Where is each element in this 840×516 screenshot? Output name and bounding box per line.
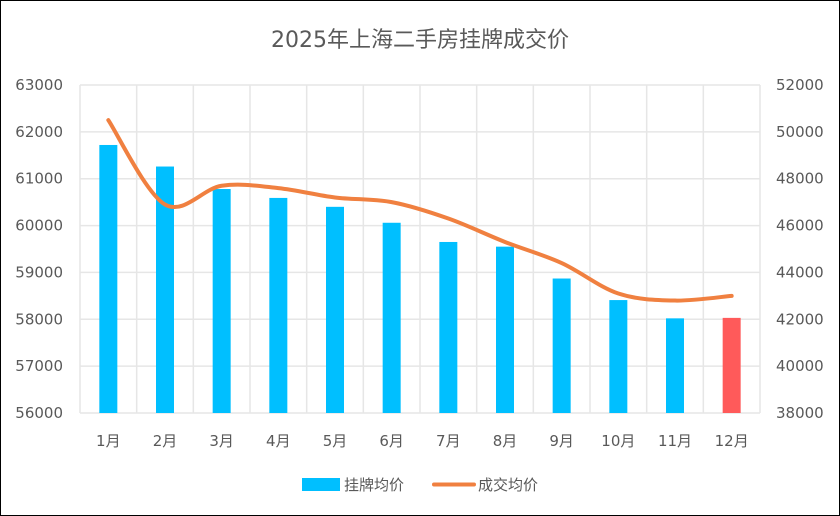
y-right-tick-label: 44000 xyxy=(776,263,824,281)
y-right-tick-label: 48000 xyxy=(776,170,824,188)
x-tick-label: 4月 xyxy=(266,432,291,450)
y-right-tick-label: 40000 xyxy=(776,357,824,375)
x-tick-label: 1月 xyxy=(96,432,121,450)
bar-8月[interactable] xyxy=(496,246,514,413)
y-left-tick-label: 56000 xyxy=(15,404,63,422)
x-tick-label: 9月 xyxy=(549,432,574,450)
y-right-tick-label: 52000 xyxy=(776,76,824,94)
x-tick-label: 3月 xyxy=(209,432,234,450)
legend-line-label: 成交均价 xyxy=(478,476,538,494)
y-left-tick-label: 63000 xyxy=(15,76,63,94)
grid-lines xyxy=(79,84,761,414)
x-tick-label: 8月 xyxy=(493,432,518,450)
y-axis-left: 56000 57000 58000 59000 60000 61000 62000 63000 xyxy=(15,76,63,422)
x-axis: 1月 2月 3月 4月 5月 6月 7月 8月 9月 10月 11月 12月 xyxy=(96,432,749,450)
legend[interactable]: 挂牌均价 成交均价 xyxy=(302,476,538,494)
x-tick-label: 7月 xyxy=(436,432,461,450)
bar-12月[interactable] xyxy=(722,317,741,413)
bar-series xyxy=(99,144,741,413)
y-left-tick-label: 60000 xyxy=(15,217,63,235)
x-tick-label: 6月 xyxy=(379,432,404,450)
x-tick-label: 11月 xyxy=(658,432,692,450)
y-left-tick-label: 59000 xyxy=(15,263,63,281)
x-tick-label: 5月 xyxy=(323,432,348,450)
chart-title: 2025年上海二手房挂牌成交价 xyxy=(271,28,569,53)
bar-4月[interactable] xyxy=(269,197,288,413)
bar-9月[interactable] xyxy=(552,278,571,413)
y-right-tick-label: 42000 xyxy=(776,310,824,328)
bar-2月[interactable] xyxy=(156,166,174,413)
bar-6月[interactable] xyxy=(382,222,401,413)
y-right-tick-label: 46000 xyxy=(776,217,824,235)
y-right-tick-label: 38000 xyxy=(776,404,824,422)
y-left-tick-label: 61000 xyxy=(15,170,63,188)
bar-1月[interactable] xyxy=(99,144,118,413)
bar-5月[interactable] xyxy=(326,206,344,413)
bar-11月[interactable] xyxy=(666,318,684,413)
x-tick-label: 10月 xyxy=(601,432,635,450)
legend-bar-swatch xyxy=(302,478,340,491)
bar-7月[interactable] xyxy=(439,241,458,413)
y-left-tick-label: 62000 xyxy=(15,123,63,141)
bar-10月[interactable] xyxy=(609,300,628,413)
x-tick-label: 12月 xyxy=(715,432,749,450)
y-right-tick-label: 50000 xyxy=(776,123,824,141)
line-series xyxy=(106,118,734,303)
bar-3月[interactable] xyxy=(212,189,231,413)
y-left-tick-label: 58000 xyxy=(15,310,63,328)
y-axis-right: 38000 40000 42000 44000 46000 48000 50000 52000 xyxy=(776,76,824,422)
x-tick-label: 2月 xyxy=(153,432,178,450)
legend-bar-label: 挂牌均价 xyxy=(344,476,404,494)
y-left-tick-label: 57000 xyxy=(15,357,63,375)
